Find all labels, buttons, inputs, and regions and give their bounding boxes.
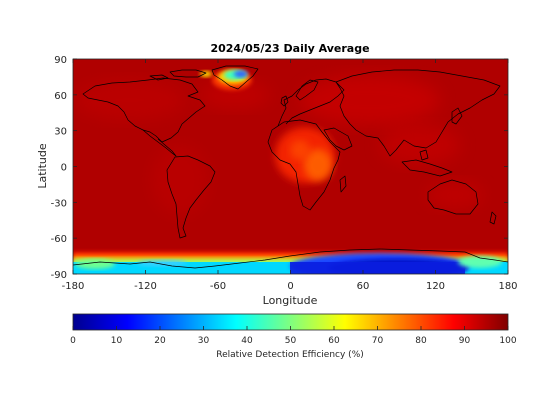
coast-asia	[335, 69, 501, 157]
plot-area: -180 -120 -60 0 60 120 180 90 60 30 0 -30 -60 -90	[51, 55, 518, 292]
y-tick-label: 0	[61, 163, 67, 174]
coast-new-zealand	[489, 211, 497, 225]
coast-arctic-islands	[149, 69, 207, 81]
colorbar-tick-label: 100	[499, 336, 516, 346]
east-antarctica-core	[290, 262, 465, 274]
colorbar-tick-label: 80	[415, 336, 427, 346]
x-tick-label: -180	[62, 281, 85, 292]
coast-japan	[451, 107, 463, 125]
heat-patch-australia	[427, 181, 483, 209]
heat-patch-east-asia	[380, 125, 460, 165]
colorbar-tick-label: 90	[459, 336, 471, 346]
coast-africa	[267, 119, 341, 211]
colorbar-tick-label: 30	[198, 336, 210, 346]
coast-arabia	[323, 127, 353, 151]
colorbar-tick-label: 20	[154, 336, 166, 346]
colorbar-tick-label: 70	[372, 336, 384, 346]
x-axis-label: Longitude	[263, 294, 318, 307]
heat-patch-asia	[300, 75, 440, 125]
y-tick-label: -60	[51, 234, 67, 245]
heat-patch-south-america	[152, 145, 208, 215]
x-tick-label: 120	[426, 281, 445, 292]
coast-antarctica	[73, 248, 508, 269]
coast-europe	[277, 78, 345, 127]
y-tick-label: 60	[54, 91, 67, 102]
colorbar-tick-label: 0	[70, 336, 76, 346]
y-tick-label: 30	[54, 127, 67, 138]
coast-scandinavia	[295, 79, 319, 101]
coast-greenland	[211, 65, 259, 90]
colorbar-ticks: 0 10 20 30 40 50 60 70 80 90 100	[70, 326, 517, 346]
heat-patch-north-atlantic	[200, 81, 270, 109]
colorbar-label: Relative Detection Efficiency (%)	[216, 350, 364, 360]
coast-southeast-asia	[401, 149, 453, 177]
coastlines	[73, 65, 508, 269]
coast-south-america	[166, 155, 216, 239]
ross-sea-green	[458, 256, 502, 268]
x-tick-label: 60	[357, 281, 370, 292]
west-antarctica-light	[137, 260, 187, 266]
coast-britain	[280, 95, 289, 107]
colorbar-tick-label: 40	[241, 336, 253, 346]
coast-madagascar	[339, 175, 347, 193]
y-tick-label: -30	[51, 198, 67, 209]
colorbar-gradient	[73, 314, 508, 330]
heat-field	[73, 70, 508, 274]
x-tick-label: 0	[287, 281, 293, 292]
x-tick-label: 180	[498, 281, 517, 292]
heat-patch-north-america	[75, 80, 185, 120]
x-tick-label: -60	[210, 281, 226, 292]
ross-sea-west-green	[75, 259, 115, 269]
coast-central-america	[142, 129, 177, 157]
colorbar: 0 10 20 30 40 50 60 70 80 90 100 Relative Detectio…	[70, 313, 517, 360]
x-tick-label: -120	[134, 281, 157, 292]
colorbar-tick-label: 60	[328, 336, 340, 346]
chart-title: 2024/05/23 Daily Average	[210, 42, 369, 55]
heat-patch-africa-core	[304, 149, 332, 181]
y-axis-label: Latitude	[36, 143, 49, 189]
greenland-blue	[234, 70, 248, 78]
x-ticks: -180 -120 -60 0 60 120 180	[62, 59, 518, 292]
colorbar-tick-label: 10	[111, 336, 123, 346]
ellesmere-yellow	[200, 71, 212, 77]
y-tick-label: -90	[51, 270, 67, 281]
coast-australia	[427, 179, 479, 215]
colorbar-tick-label: 50	[285, 336, 297, 346]
y-tick-label: 90	[54, 55, 67, 66]
y-ticks: 90 60 30 0 -30 -60 -90	[51, 55, 508, 281]
heat-patch-africa-west	[290, 140, 310, 160]
coast-north-america	[82, 77, 206, 143]
